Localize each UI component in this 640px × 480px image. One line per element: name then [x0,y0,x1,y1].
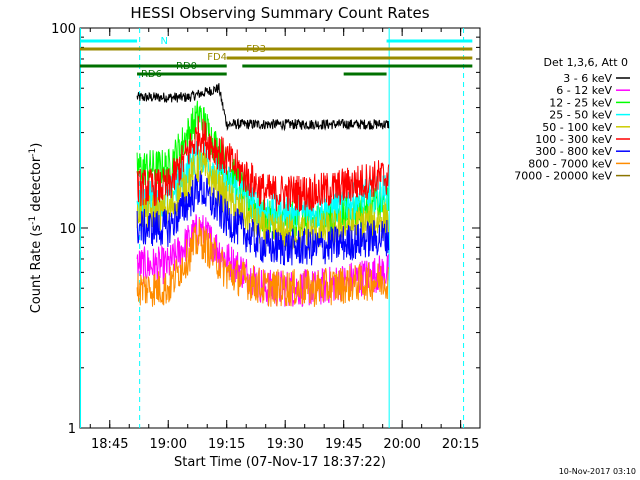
legend-label: 300 - 800 keV [535,145,612,158]
y-axis-label-part: ) [29,143,44,148]
flag-label-n: N [160,36,167,47]
legend-label: 25 - 50 keV [549,109,612,122]
x-tick-label: 20:00 [383,437,420,452]
x-tick-label: 19:30 [266,437,303,452]
x-tick-label: 18:45 [91,437,128,452]
legend-label: 3 - 6 keV [563,72,612,85]
x-axis-label: Start Time (07-Nov-17 18:37:22) [174,455,386,470]
y-tick-label: 10 [59,222,76,237]
legend-header: Det 1,3,6, Att 0 [544,56,628,69]
flag-label-rd6: RD6 [141,69,162,80]
y-axis-label-exponent: -1 [28,148,38,157]
series-line [136,116,390,212]
chart-title: HESSI Observing Summary Count Rates [130,4,429,22]
y-axis-label-part: detector [29,156,44,216]
footer-timestamp: 10-Nov-2017 03:10 [559,467,636,476]
x-tick-label: 19:15 [208,437,245,452]
y-axis-label: Count Rate (s-1 detector-1) [28,143,44,314]
flag-label-fd3: FD3 [246,44,266,55]
series-line [136,170,390,266]
series-line [136,148,390,252]
y-axis-label-exponent: -1 [28,216,38,225]
y-axis-label-part: Count Rate (s [29,225,44,314]
legend-label: 800 - 7000 keV [528,157,612,170]
legend-label: 12 - 25 keV [549,96,612,109]
x-tick-label: 20:15 [442,437,479,452]
legend-label: 50 - 100 keV [542,121,612,134]
x-tick-label: 19:00 [150,437,187,452]
y-tick-label: 1 [68,422,76,437]
x-tick-label: 19:45 [325,437,362,452]
legend-label: 6 - 12 keV [556,84,612,97]
series-line [136,83,390,132]
y-tick-label: 100 [51,22,76,37]
plot-area: 1 10 100 18:45 19:00 19:15 19:30 19:45 20:00 20:1… [51,22,481,452]
flag-label-fd4: FD4 [207,52,227,63]
legend-label: 100 - 300 keV [535,133,612,146]
series-line [136,218,390,307]
legend-label: 7000 - 20000 keV [514,170,612,183]
flag-label-rd0: RD0 [176,61,197,72]
